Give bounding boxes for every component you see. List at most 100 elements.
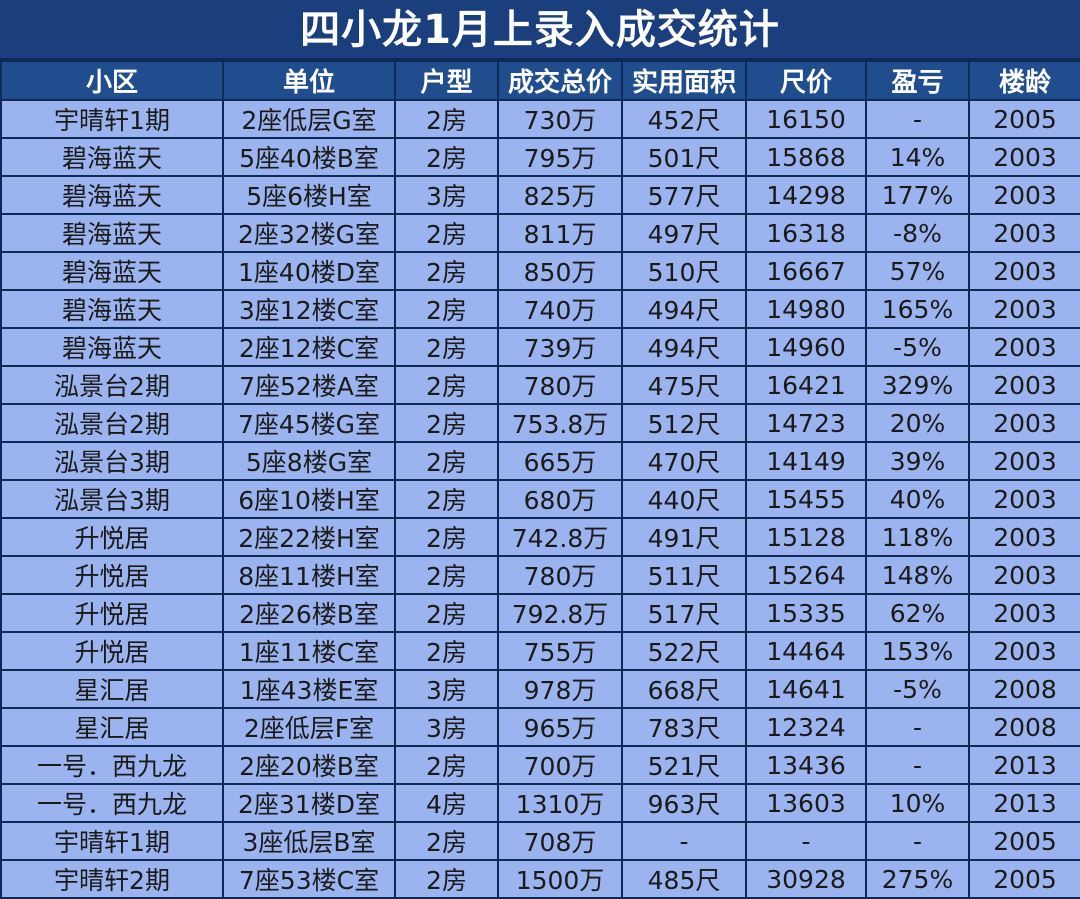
estate-cell: 一号．西九龙: [0, 745, 224, 785]
total-price-cell: 739万: [497, 327, 623, 367]
estate-cell: 碧海蓝天: [0, 251, 224, 291]
table-row: 碧海蓝天 2座12楼C室 2房 739万 494尺 14960 -5% 2003: [0, 327, 1080, 367]
table-row: 一号．西九龙 2座20楼B室 2房 700万 521尺 13436-2013: [0, 745, 1080, 785]
building-age-cell: 2005: [968, 99, 1080, 139]
estate-cell: 碧海蓝天: [0, 327, 224, 367]
area-cell: 497尺: [621, 213, 747, 253]
unit-cell: 2座低层G室: [222, 99, 396, 139]
unit-cell: 8座11楼H室: [222, 555, 396, 595]
area-cell: -: [621, 821, 747, 861]
price-per-ft-cell: 16150: [745, 99, 867, 139]
building-age-cell: 2003: [968, 365, 1080, 405]
profit-loss-cell: 153%: [865, 631, 970, 671]
page-title: 四小龙1月上录入成交统计: [0, 0, 1080, 60]
building-age-cell: 2003: [968, 251, 1080, 291]
column-header-unit: 单位: [222, 60, 396, 101]
building-age-cell: 2008: [968, 669, 1080, 709]
building-age-cell: 2003: [968, 441, 1080, 481]
estate-cell: 泓景台3期: [0, 479, 224, 519]
area-cell: 517尺: [621, 593, 747, 633]
unit-cell: 1座40楼D室: [222, 251, 396, 291]
profit-loss-cell: 329%: [865, 365, 970, 405]
price-per-ft-cell: 30928: [745, 859, 867, 899]
total-price-cell: 850万: [497, 251, 623, 291]
table-row: 碧海蓝天 5座40楼B室 2房 795万 501尺 15868 14% 2003: [0, 137, 1080, 177]
layout-cell: 2房: [394, 289, 499, 329]
total-price-cell: 1310万: [497, 783, 623, 823]
estate-cell: 泓景台2期: [0, 365, 224, 405]
unit-cell: 2座20楼B室: [222, 745, 396, 785]
price-per-ft-cell: 14723: [745, 403, 867, 443]
total-price-cell: 795万: [497, 137, 623, 177]
estate-cell: 宇晴轩1期: [0, 821, 224, 861]
profit-loss-cell: -: [865, 99, 970, 139]
column-header-area: 实用面积: [621, 60, 747, 101]
estate-cell: 碧海蓝天: [0, 213, 224, 253]
layout-cell: 2房: [394, 251, 499, 291]
layout-cell: 2房: [394, 859, 499, 899]
unit-cell: 2座32楼G室: [222, 213, 396, 253]
total-price-cell: 780万: [497, 555, 623, 595]
building-age-cell: 2003: [968, 555, 1080, 595]
building-age-cell: 2003: [968, 175, 1080, 215]
estate-cell: 升悦居: [0, 517, 224, 557]
price-per-ft-cell: 15128: [745, 517, 867, 557]
table-row: 泓景台3期 5座8楼G室 2房 665万 470尺 14149 39% 2003: [0, 441, 1080, 481]
table-row: 升悦居 8座11楼H室 2房 780万 511尺 15264 148% 2003: [0, 555, 1080, 595]
profit-loss-cell: -: [865, 707, 970, 747]
estate-cell: 泓景台2期: [0, 403, 224, 443]
unit-cell: 1座43楼E室: [222, 669, 396, 709]
layout-cell: 2房: [394, 631, 499, 671]
layout-cell: 2房: [394, 479, 499, 519]
price-per-ft-cell: 14960: [745, 327, 867, 367]
layout-cell: 2房: [394, 137, 499, 177]
total-price-cell: 753.8万: [497, 403, 623, 443]
price-per-ft-cell: 15335: [745, 593, 867, 633]
unit-cell: 7座53楼C室: [222, 859, 396, 899]
layout-cell: 2房: [394, 99, 499, 139]
price-per-ft-cell: 15455: [745, 479, 867, 519]
table-row: 升悦居 1座11楼C室 2房 755万 522尺 14464 153% 2003: [0, 631, 1080, 671]
unit-cell: 3座12楼C室: [222, 289, 396, 329]
unit-cell: 2座低层F室: [222, 707, 396, 747]
total-price-cell: 665万: [497, 441, 623, 481]
unit-cell: 7座52楼A室: [222, 365, 396, 405]
column-header-total-price: 成交总价: [497, 60, 623, 101]
layout-cell: 2房: [394, 403, 499, 443]
price-per-ft-cell: 12324: [745, 707, 867, 747]
price-per-ft-cell: 16421: [745, 365, 867, 405]
profit-loss-cell: -5%: [865, 669, 970, 709]
profit-loss-cell: 177%: [865, 175, 970, 215]
total-price-cell: 755万: [497, 631, 623, 671]
table-row: 碧海蓝天 5座6楼H室 3房 825万 577尺 14298 177% 2003: [0, 175, 1080, 215]
building-age-cell: 2003: [968, 593, 1080, 633]
table-header-row: 小区 单位 户型 成交总价 实用面积 尺价 盈亏 楼龄: [0, 60, 1080, 101]
price-per-ft-cell: 13603: [745, 783, 867, 823]
table-row: 星汇居 1座43楼E室 3房 978万 668尺 14641 -5% 2008: [0, 669, 1080, 709]
unit-cell: 1座11楼C室: [222, 631, 396, 671]
table-row: 碧海蓝天 1座40楼D室 2房 850万 510尺 16667 57% 2003: [0, 251, 1080, 291]
column-header-layout: 户型: [394, 60, 499, 101]
unit-cell: 5座8楼G室: [222, 441, 396, 481]
total-price-cell: 978万: [497, 669, 623, 709]
table-row: 宇晴轩1期 2座低层G室 2房 730万 452尺 16150-2005: [0, 99, 1080, 139]
area-cell: 491尺: [621, 517, 747, 557]
table-row: 宇晴轩1期 3座低层B室 2房 708万 - - -2005: [0, 821, 1080, 861]
unit-cell: 2座31楼D室: [222, 783, 396, 823]
unit-cell: 6座10楼H室: [222, 479, 396, 519]
price-per-ft-cell: 14464: [745, 631, 867, 671]
price-per-ft-cell: 16318: [745, 213, 867, 253]
total-price-cell: 680万: [497, 479, 623, 519]
area-cell: 485尺: [621, 859, 747, 899]
estate-cell: 升悦居: [0, 593, 224, 633]
layout-cell: 2房: [394, 555, 499, 595]
unit-cell: 2座26楼B室: [222, 593, 396, 633]
price-per-ft-cell: 14298: [745, 175, 867, 215]
unit-cell: 2座12楼C室: [222, 327, 396, 367]
estate-cell: 升悦居: [0, 631, 224, 671]
table-row: 一号．西九龙 2座31楼D室 4房 1310万 963尺 13603 10% 2013: [0, 783, 1080, 823]
area-cell: 963尺: [621, 783, 747, 823]
area-cell: 521尺: [621, 745, 747, 785]
area-cell: 494尺: [621, 327, 747, 367]
